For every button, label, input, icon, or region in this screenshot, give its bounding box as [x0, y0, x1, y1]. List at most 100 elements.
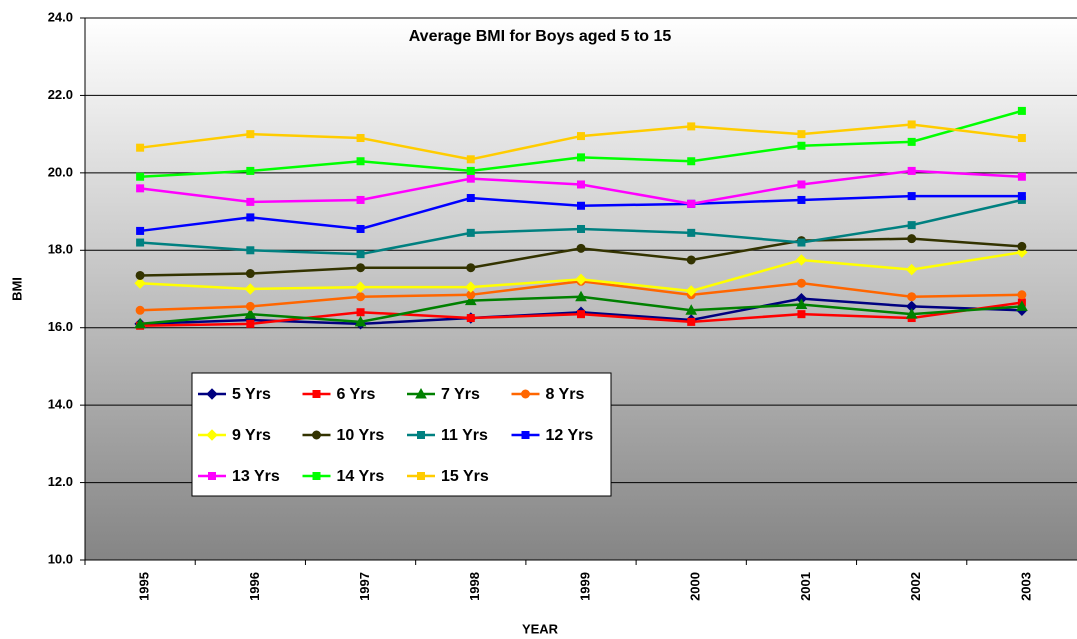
- marker: [417, 431, 425, 439]
- marker: [466, 228, 475, 237]
- legend-label: 15 Yrs: [441, 468, 489, 485]
- marker: [136, 226, 145, 235]
- marker: [208, 472, 216, 480]
- marker: [354, 281, 367, 293]
- y-tick-label: 10.0: [48, 551, 73, 566]
- y-tick-label: 18.0: [48, 242, 73, 257]
- marker: [206, 388, 218, 400]
- marker: [246, 246, 255, 255]
- marker: [907, 166, 916, 175]
- marker: [797, 238, 806, 247]
- x-tick-label: 1999: [577, 572, 592, 601]
- marker: [1017, 192, 1026, 201]
- marker: [687, 157, 696, 166]
- marker: [577, 224, 585, 233]
- marker: [577, 201, 585, 210]
- y-tick-label: 16.0: [48, 319, 73, 334]
- marker: [687, 122, 696, 131]
- legend-label: 7 Yrs: [441, 386, 480, 403]
- legend-label: 5 Yrs: [232, 386, 271, 403]
- marker: [135, 270, 145, 280]
- marker: [465, 281, 477, 293]
- marker: [244, 308, 257, 319]
- marker: [312, 390, 321, 398]
- marker: [1017, 172, 1026, 181]
- x-tick-label: 2001: [798, 572, 813, 601]
- legend-label: 12 Yrs: [546, 427, 594, 444]
- marker: [521, 431, 530, 439]
- marker: [687, 317, 696, 326]
- y-axis-title: BMI: [9, 277, 24, 301]
- marker: [464, 294, 477, 306]
- marker: [687, 228, 696, 237]
- legend-label: 11 Yrs: [441, 427, 488, 444]
- marker: [685, 304, 698, 315]
- marker: [136, 143, 145, 152]
- marker: [575, 290, 587, 302]
- marker: [907, 221, 916, 230]
- marker: [136, 172, 145, 181]
- marker: [686, 255, 696, 265]
- marker: [905, 308, 918, 319]
- marker: [577, 180, 585, 189]
- marker: [136, 184, 145, 193]
- marker: [417, 472, 425, 480]
- marker: [356, 308, 365, 317]
- marker: [685, 285, 697, 297]
- marker: [1017, 290, 1027, 300]
- legend-label: 9 Yrs: [232, 427, 271, 444]
- marker: [356, 195, 365, 204]
- marker: [466, 263, 476, 273]
- y-tick-label: 14.0: [48, 397, 73, 412]
- marker: [797, 195, 806, 204]
- marker: [1016, 300, 1028, 311]
- legend-box: [191, 372, 612, 497]
- marker: [136, 238, 145, 247]
- x-tick-label: 1998: [467, 572, 482, 601]
- marker: [797, 141, 806, 150]
- marker: [356, 250, 365, 259]
- marker: [521, 389, 530, 399]
- y-tick-label: 12.0: [48, 474, 73, 489]
- marker: [907, 120, 916, 129]
- marker: [577, 153, 585, 162]
- marker: [356, 292, 366, 302]
- marker: [246, 197, 255, 206]
- marker: [905, 263, 918, 276]
- marker: [795, 254, 808, 266]
- legend-label: 8 Yrs: [546, 386, 585, 403]
- marker: [1017, 106, 1026, 115]
- marker: [415, 387, 427, 399]
- marker: [312, 472, 321, 480]
- chart-title: Average BMI for Boys aged 5 to 15: [409, 28, 672, 45]
- marker: [797, 130, 806, 139]
- marker: [356, 134, 365, 143]
- marker: [466, 166, 475, 175]
- marker: [134, 277, 146, 289]
- marker: [907, 292, 917, 302]
- marker: [797, 310, 806, 319]
- marker: [356, 224, 365, 233]
- marker: [466, 155, 475, 164]
- marker: [797, 180, 806, 189]
- marker: [466, 314, 475, 323]
- y-tick-label: 22.0: [48, 87, 73, 102]
- x-tick-label: 1995: [137, 572, 152, 601]
- marker: [466, 194, 475, 203]
- marker: [356, 157, 365, 166]
- y-tick-label: 24.0: [48, 9, 73, 24]
- legend-label: 10 Yrs: [337, 427, 385, 444]
- marker: [246, 213, 255, 222]
- marker: [244, 283, 257, 295]
- marker: [135, 305, 145, 315]
- marker: [134, 317, 146, 329]
- x-tick-label: 2003: [1018, 572, 1033, 601]
- x-tick-label: 2002: [908, 572, 923, 601]
- legend-label: 13 Yrs: [232, 468, 280, 485]
- marker: [312, 430, 321, 440]
- marker: [575, 273, 587, 286]
- marker: [356, 263, 366, 273]
- marker: [1017, 241, 1027, 251]
- marker: [795, 298, 808, 309]
